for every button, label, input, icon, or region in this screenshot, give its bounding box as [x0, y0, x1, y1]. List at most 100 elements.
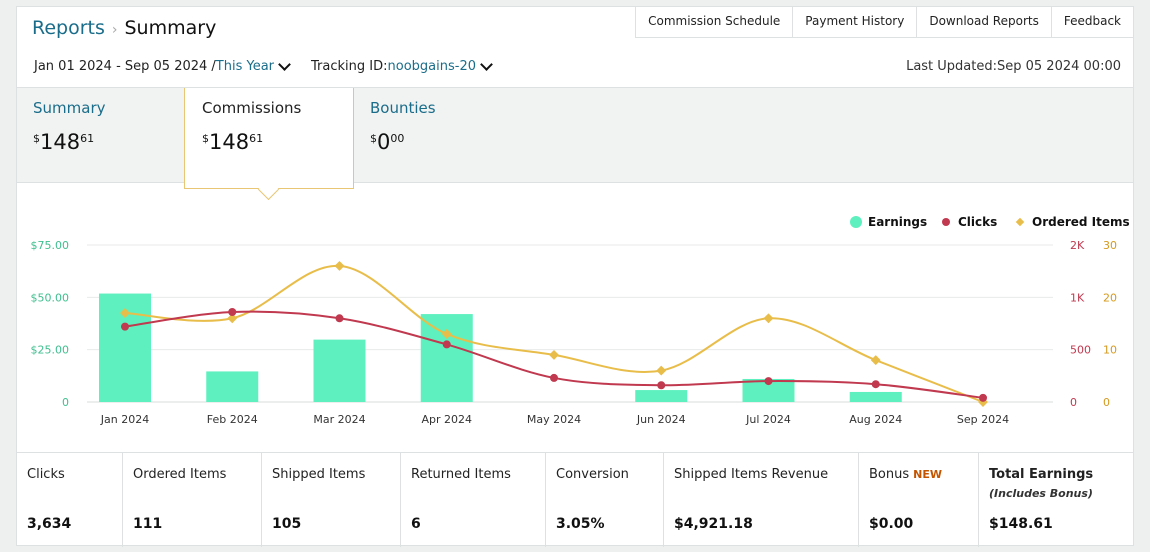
page-title: Summary	[124, 17, 217, 39]
ordered-items-point	[441, 329, 452, 339]
stat-label: Shipped Items Revenue	[674, 467, 829, 482]
stat-returned-items: Returned Items 6	[401, 453, 546, 547]
ordered-items-point	[120, 308, 130, 318]
stat-label: Total Earnings	[989, 467, 1094, 482]
earnings-chart: 0 0 0 $25.00 500 10 $50.00 1K 20 $75.00 2K 30 Jan 20…	[31, 215, 1130, 426]
x-tick-label: Feb 2024	[207, 413, 258, 426]
stat-total-earnings: Total Earnings (Includes Bonus) $148.61	[979, 453, 1133, 547]
tab-commissions-value: $14861	[202, 130, 264, 154]
x-tick-label: Sep 2024	[957, 413, 1009, 426]
y-tick-label-left: 0	[62, 396, 69, 409]
x-tick-label: Aug 2024	[849, 413, 902, 426]
clicks-point	[335, 314, 344, 323]
chevron-down-icon[interactable]	[278, 57, 291, 71]
stat-clicks: Clicks 3,634	[17, 453, 123, 547]
tab-summary-label: Summary	[33, 99, 106, 117]
x-tick-label: Mar 2024	[313, 413, 365, 426]
date-range-text: Jan 01 2024 - Sep 05 2024 /	[34, 59, 216, 74]
earnings-bar	[420, 314, 473, 402]
stat-label: Returned Items	[411, 467, 511, 482]
y-tick-label-clicks: 500	[1070, 344, 1091, 357]
legend-ordered-marker	[1015, 217, 1025, 227]
x-tick-label: May 2024	[527, 413, 581, 426]
payment-history-button[interactable]: Payment History	[793, 6, 918, 37]
tab-summary[interactable]: Summary $14861	[33, 88, 193, 182]
stat-value: $4,921.18	[674, 516, 753, 532]
y-tick-label-ordered: 0	[1103, 396, 1110, 409]
clicks-point	[979, 393, 987, 402]
tab-bounties-label: Bounties	[370, 99, 436, 117]
tab-bounties-value: $000	[370, 130, 405, 154]
earnings-bar	[206, 371, 259, 402]
stat-conversion: Conversion 3.05%	[546, 453, 664, 547]
tab-commissions[interactable]: Commissions $14861	[184, 88, 354, 201]
ordered-items-point	[334, 260, 345, 271]
breadcrumb-reports-link[interactable]: Reports	[32, 17, 105, 39]
summary-tabs: Summary $14861 Commissions $14861 Bounti…	[17, 87, 1133, 201]
ordered-items-point	[227, 313, 238, 324]
active-tab-pointer	[257, 178, 280, 201]
clicks-point	[550, 373, 558, 382]
x-tick-label: Jan 2024	[100, 413, 149, 426]
earnings-bar	[849, 391, 902, 402]
earnings-bar	[635, 390, 688, 402]
x-tick-label: Jul 2024	[745, 413, 791, 426]
y-tick-label-clicks: 0	[1070, 396, 1077, 409]
tracking-id-dropdown[interactable]: noobgains-20	[387, 59, 476, 74]
stat-value: 105	[272, 516, 302, 532]
stat-label: Conversion	[556, 467, 629, 482]
ordered-items-point	[549, 349, 559, 360]
y-tick-label-ordered: 30	[1103, 239, 1117, 252]
chevron-down-icon[interactable]	[480, 57, 493, 71]
x-tick-label: Jun 2024	[636, 413, 686, 426]
reports-page: Reports › Summary Commission Schedule Pa…	[16, 6, 1134, 547]
y-tick-label-left: $50.00	[31, 291, 70, 304]
y-tick-label-left: $25.00	[31, 344, 70, 357]
stat-label: Shipped Items	[272, 467, 366, 482]
period-dropdown[interactable]: This Year	[215, 59, 275, 74]
y-tick-label-ordered: 10	[1103, 344, 1117, 357]
tab-bounties[interactable]: Bounties $000	[370, 88, 530, 182]
download-reports-button[interactable]: Download Reports	[917, 6, 1052, 37]
earnings-bar	[742, 378, 795, 402]
last-updated: Last Updated:Sep 05 2024 00:00	[906, 59, 1121, 74]
stats-bar: Clicks 3,634 Ordered Items 111 Shipped I…	[17, 452, 1133, 547]
breadcrumb-separator: ›	[111, 22, 118, 38]
y-tick-label-clicks: 1K	[1070, 291, 1085, 304]
ordered-items-point	[763, 313, 774, 324]
stat-value: $148.61	[989, 516, 1053, 532]
ordered-items-point	[656, 365, 667, 376]
new-badge: NEW	[913, 468, 942, 481]
feedback-button[interactable]: Feedback	[1052, 6, 1134, 37]
y-tick-label-left: $75.00	[31, 239, 70, 252]
top-nav: Commission Schedule Payment History Down…	[635, 6, 1134, 38]
y-tick-label-ordered: 20	[1103, 291, 1117, 304]
tab-summary-value: $14861	[33, 130, 95, 154]
stat-value: 3,634	[27, 516, 72, 532]
stat-shipped-revenue: Shipped Items Revenue $4,921.18	[664, 453, 859, 547]
clicks-point	[442, 340, 451, 349]
legend-earnings-marker	[850, 216, 862, 228]
stat-value: $0.00	[869, 516, 914, 532]
y-tick-label-clicks: 2K	[1070, 239, 1085, 252]
stat-value: 3.05%	[556, 516, 605, 532]
legend-ordered-label: Ordered Items	[1032, 215, 1130, 229]
breadcrumb: Reports › Summary	[32, 17, 216, 39]
clicks-point	[657, 381, 666, 390]
legend-clicks-marker	[942, 218, 950, 226]
legend-earnings-label: Earnings	[868, 215, 927, 229]
stat-bonus: Bonus NEW $0.00	[859, 453, 979, 547]
filter-bar: Jan 01 2024 - Sep 05 2024 / This Year Tr…	[34, 57, 493, 74]
commission-schedule-button[interactable]: Commission Schedule	[636, 6, 794, 37]
stat-label: Ordered Items	[133, 467, 227, 482]
earnings-bar	[313, 339, 366, 402]
x-tick-label: Apr 2024	[421, 413, 472, 426]
stat-shipped-items: Shipped Items 105	[262, 453, 401, 547]
stat-sublabel: (Includes Bonus)	[989, 487, 1093, 500]
stat-label: Bonus NEW	[869, 467, 942, 482]
legend-clicks-label: Clicks	[958, 215, 997, 229]
stat-value: 111	[133, 516, 163, 532]
ordered-items-point	[870, 355, 881, 366]
stat-value: 6	[411, 516, 421, 532]
clicks-point	[121, 322, 129, 331]
